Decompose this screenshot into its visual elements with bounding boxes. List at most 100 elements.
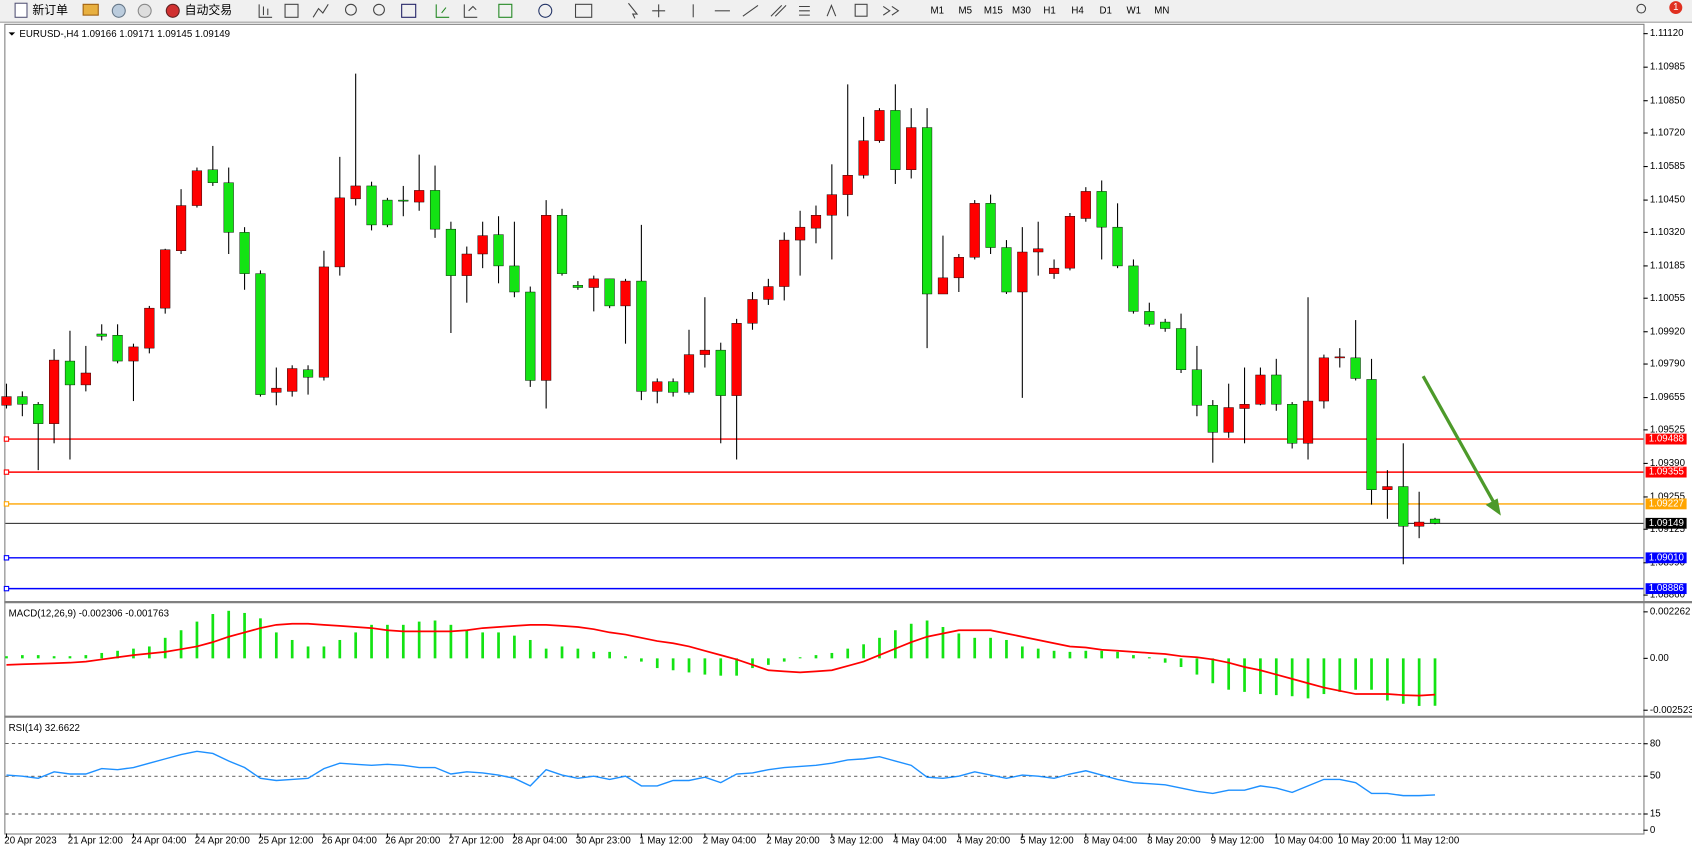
candle-body xyxy=(779,239,790,287)
timeframe-button[interactable]: M15 xyxy=(984,5,1003,16)
notification-badge[interactable] xyxy=(1669,1,1683,15)
search-button[interactable] xyxy=(1636,3,1647,14)
icon-button[interactable] xyxy=(137,3,152,18)
macd-bar xyxy=(1227,658,1231,690)
macd-bar xyxy=(592,651,596,659)
icon-button[interactable] xyxy=(652,4,666,18)
icon-button[interactable] xyxy=(401,3,417,18)
icon-button[interactable] xyxy=(82,3,99,16)
macd-bar xyxy=(1433,658,1437,706)
candle-body xyxy=(176,205,187,251)
macd-bar xyxy=(401,624,405,659)
candle-body xyxy=(1318,357,1329,402)
timeframe-button[interactable]: M1 xyxy=(930,5,944,16)
macd-bar xyxy=(1338,658,1342,692)
icon-button[interactable] xyxy=(826,3,837,17)
candle-body xyxy=(239,232,250,274)
macd-bar xyxy=(116,650,119,659)
macd-bar xyxy=(576,648,580,659)
candle-body xyxy=(763,286,774,300)
candle-body xyxy=(874,110,885,141)
rsi-line xyxy=(6,750,1436,797)
icon-button[interactable] xyxy=(284,3,299,18)
macd-bar xyxy=(1322,658,1326,695)
macd-bar xyxy=(925,620,929,659)
icon-button[interactable] xyxy=(344,3,357,16)
macd-bar xyxy=(1354,658,1358,690)
timeframe-button[interactable]: H1 xyxy=(1043,5,1055,16)
icon-button[interactable] xyxy=(574,3,593,18)
candle-body xyxy=(985,203,996,248)
macd-bar xyxy=(354,632,358,659)
y-tick-label: 1.10985 xyxy=(1650,62,1685,73)
macd-bar xyxy=(513,635,516,659)
auto-trading-button[interactable]: 自动交易 xyxy=(165,3,232,18)
candle-body xyxy=(699,349,710,355)
candle-body xyxy=(906,127,917,170)
icon-button[interactable] xyxy=(312,4,329,18)
candle-body xyxy=(556,215,568,274)
candle-body xyxy=(96,333,107,337)
icon-button[interactable] xyxy=(742,4,759,17)
level-handle xyxy=(3,585,10,592)
macd-bar xyxy=(1211,658,1215,684)
timeframe-label: W1 xyxy=(1126,5,1141,16)
timeframe-button[interactable]: W1 xyxy=(1126,5,1141,16)
icon-button[interactable] xyxy=(498,3,513,18)
icon-button[interactable] xyxy=(373,3,385,16)
candle-body xyxy=(1175,328,1187,370)
x-tick-label: 27 Apr 12:00 xyxy=(449,836,505,847)
candle-body xyxy=(1398,486,1409,527)
icon-button[interactable] xyxy=(463,4,478,18)
timeframe-button[interactable]: H4 xyxy=(1071,5,1084,16)
candle-body xyxy=(953,257,964,279)
candle-body xyxy=(1271,374,1282,405)
icon-button[interactable] xyxy=(628,2,639,19)
macd-bar xyxy=(1068,651,1072,659)
candle-body xyxy=(1048,267,1060,274)
timeframe-label: MN xyxy=(1154,5,1169,16)
icon-button[interactable] xyxy=(882,6,900,16)
icon-button[interactable] xyxy=(111,3,126,18)
candle-body xyxy=(842,175,853,195)
macd-bar xyxy=(306,646,310,659)
signal-line xyxy=(6,622,1436,697)
candle-body xyxy=(1128,265,1139,312)
macd-bar xyxy=(1005,639,1008,659)
tool-icons xyxy=(258,2,1647,19)
candle-body xyxy=(826,194,837,216)
candle-body xyxy=(302,369,314,378)
timeframe-button[interactable]: M30 xyxy=(1012,5,1031,16)
candle-body xyxy=(1287,404,1298,444)
x-tick-label: 26 Apr 20:00 xyxy=(385,836,441,847)
candle-body xyxy=(1112,226,1123,267)
y-tick-label: 1.10185 xyxy=(1650,260,1685,271)
macd-bar xyxy=(624,656,627,659)
macd-bar xyxy=(798,657,802,659)
level-price-label: 1.08886 xyxy=(1649,583,1684,594)
icon-button[interactable] xyxy=(770,5,787,17)
icon-button[interactable] xyxy=(538,3,553,18)
x-tick-label: 26 Apr 04:00 xyxy=(322,836,378,847)
level-handle xyxy=(3,555,10,561)
timeframe-button[interactable]: MN xyxy=(1154,5,1169,16)
y-tick-label: 1.09125 xyxy=(1650,524,1685,535)
candle-body xyxy=(255,273,266,395)
icon-button[interactable] xyxy=(799,5,810,16)
icon-button[interactable] xyxy=(854,3,868,17)
candle-body xyxy=(937,277,949,295)
icon-button[interactable] xyxy=(258,4,273,18)
candle-body xyxy=(414,190,425,203)
timeframe-button[interactable]: M5 xyxy=(959,5,973,16)
candle-body xyxy=(318,266,330,378)
candle-body xyxy=(64,360,76,386)
candle-body xyxy=(223,182,234,233)
x-tick-label: 2 May 04:00 xyxy=(703,836,757,847)
macd-bar xyxy=(147,646,151,659)
icon-button[interactable] xyxy=(435,4,450,18)
candle-body xyxy=(604,278,615,307)
candle-body xyxy=(1334,356,1345,359)
y-tick-label: 1.09655 xyxy=(1650,392,1685,403)
new-order-button[interactable]: 新订单 xyxy=(14,2,68,18)
timeframe-button[interactable]: D1 xyxy=(1099,5,1111,16)
